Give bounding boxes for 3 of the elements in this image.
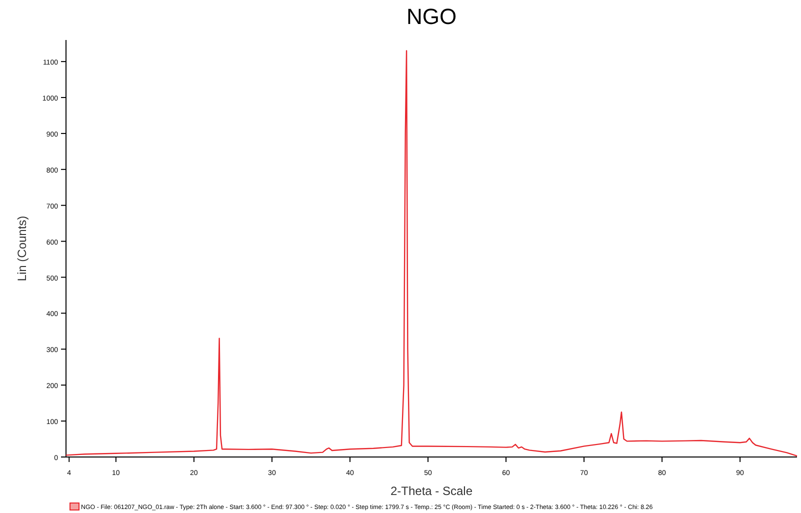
x-axis-title: 2-Theta - Scale	[390, 484, 473, 498]
y-axis-title: Lin (Counts)	[15, 216, 29, 282]
chart-title: NGO	[406, 4, 457, 29]
